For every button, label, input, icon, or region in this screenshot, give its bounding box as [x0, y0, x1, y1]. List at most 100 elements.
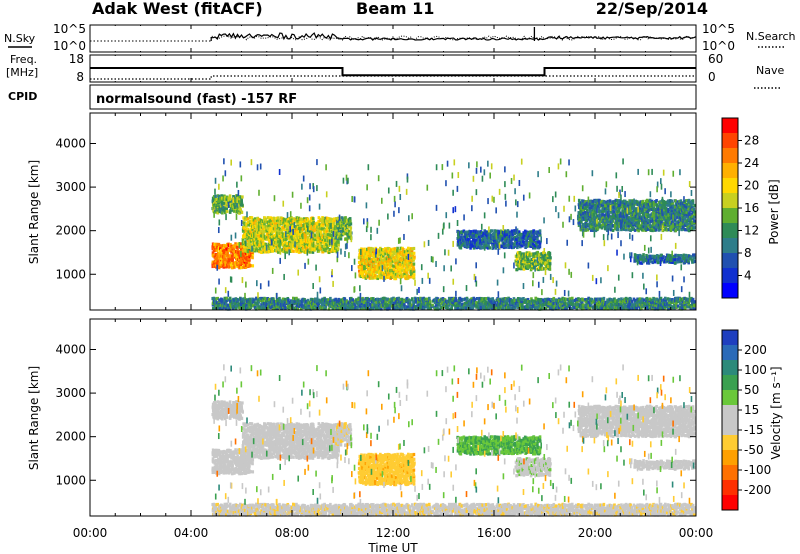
power-cell [304, 225, 308, 229]
power-cell [259, 223, 262, 227]
power-cell [367, 251, 370, 255]
power-cell [254, 232, 257, 236]
power-cell [290, 218, 294, 222]
power-cell [235, 264, 238, 268]
power-cell [296, 221, 300, 225]
power-cell [330, 233, 334, 237]
power-cell [399, 246, 403, 250]
power-cell [307, 248, 310, 252]
power-cell [303, 242, 307, 246]
power-cell [293, 234, 296, 238]
power-cell [316, 231, 320, 235]
power-cell [248, 231, 252, 236]
power-cell [328, 223, 332, 227]
power-cell [595, 198, 599, 202]
power-cell [270, 227, 273, 231]
power-cell [384, 268, 387, 272]
power-cell [460, 230, 464, 234]
power-cell [457, 235, 460, 240]
power-cell [244, 236, 248, 240]
power-cell [223, 249, 226, 253]
power-cell [655, 199, 658, 203]
power-cell [220, 204, 224, 208]
power-cell [458, 230, 461, 234]
power-cell [362, 252, 366, 256]
power-cell [362, 250, 366, 254]
power-cell [271, 249, 275, 253]
power-cell [371, 267, 375, 271]
power-cell [266, 232, 270, 236]
power-cell [219, 246, 222, 251]
power-cell [387, 256, 391, 260]
power-cell [365, 257, 369, 261]
power-cell [317, 229, 320, 233]
power-cell [232, 196, 236, 201]
power-cell [641, 199, 645, 204]
power-cell [538, 244, 542, 248]
power-cell [340, 220, 344, 224]
power-cell [290, 238, 294, 242]
power-cell [336, 238, 340, 242]
power-cell [313, 247, 317, 251]
power-cell [298, 244, 301, 248]
power-cell [225, 201, 229, 205]
power-cell [218, 199, 222, 203]
power-cell [461, 236, 464, 240]
power-cell [283, 240, 287, 244]
power-cell [692, 226, 696, 230]
nsky-label: N.Sky [4, 32, 36, 45]
power-cell [363, 267, 366, 271]
power-cell [398, 261, 402, 265]
nave-right-tick-60: 60 [708, 52, 723, 66]
power-cell [226, 204, 229, 208]
power-cell [232, 248, 236, 252]
power-cell [636, 200, 639, 204]
power-cell [401, 274, 405, 278]
power-cell [244, 234, 247, 238]
power-cell [336, 224, 340, 228]
power-cell [257, 233, 260, 237]
power-cell [406, 264, 410, 269]
power-cell [256, 238, 260, 242]
power-cell [286, 248, 290, 252]
power-cell [333, 238, 337, 243]
power-cell [284, 229, 288, 233]
power-cell [278, 234, 281, 238]
power-cell [368, 272, 371, 276]
power-cell [246, 249, 250, 254]
power-cell [382, 251, 385, 256]
power-cell [247, 236, 251, 240]
power-cell [382, 248, 385, 252]
power-cell [258, 243, 261, 247]
power-cell [406, 259, 409, 263]
power-cell [263, 229, 267, 233]
power-cell [212, 249, 216, 253]
power-cell [256, 242, 260, 247]
power-cell [290, 226, 294, 230]
cpid-text: normalsound (fast) -157 RF [96, 92, 297, 107]
power-cell [317, 235, 320, 239]
power-cell [403, 250, 407, 254]
power-cell [216, 257, 219, 261]
nave-line [90, 75, 696, 80]
power-cell [383, 276, 387, 281]
power-cell [376, 270, 379, 274]
power-cell [281, 234, 285, 239]
power-cell [373, 264, 377, 269]
power-cell [297, 232, 301, 236]
power-cell [331, 218, 334, 222]
power-cell [392, 255, 395, 260]
power-cell [400, 268, 404, 272]
power-cell [212, 253, 215, 257]
power-cell [358, 269, 361, 273]
power-cell [400, 266, 404, 270]
power-cell [310, 221, 314, 225]
power-cell [299, 234, 302, 239]
power-cell [375, 259, 378, 264]
power-cell [335, 245, 338, 249]
power-cell [384, 247, 387, 251]
power-cell [225, 247, 229, 251]
power-cell [462, 241, 466, 245]
power-cell [284, 220, 287, 224]
power-cell [322, 248, 326, 252]
